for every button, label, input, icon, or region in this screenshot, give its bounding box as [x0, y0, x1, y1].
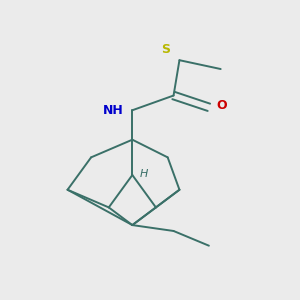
Text: O: O — [216, 99, 227, 112]
Text: NH: NH — [103, 104, 124, 117]
Text: H: H — [140, 169, 148, 178]
Text: S: S — [162, 43, 171, 56]
